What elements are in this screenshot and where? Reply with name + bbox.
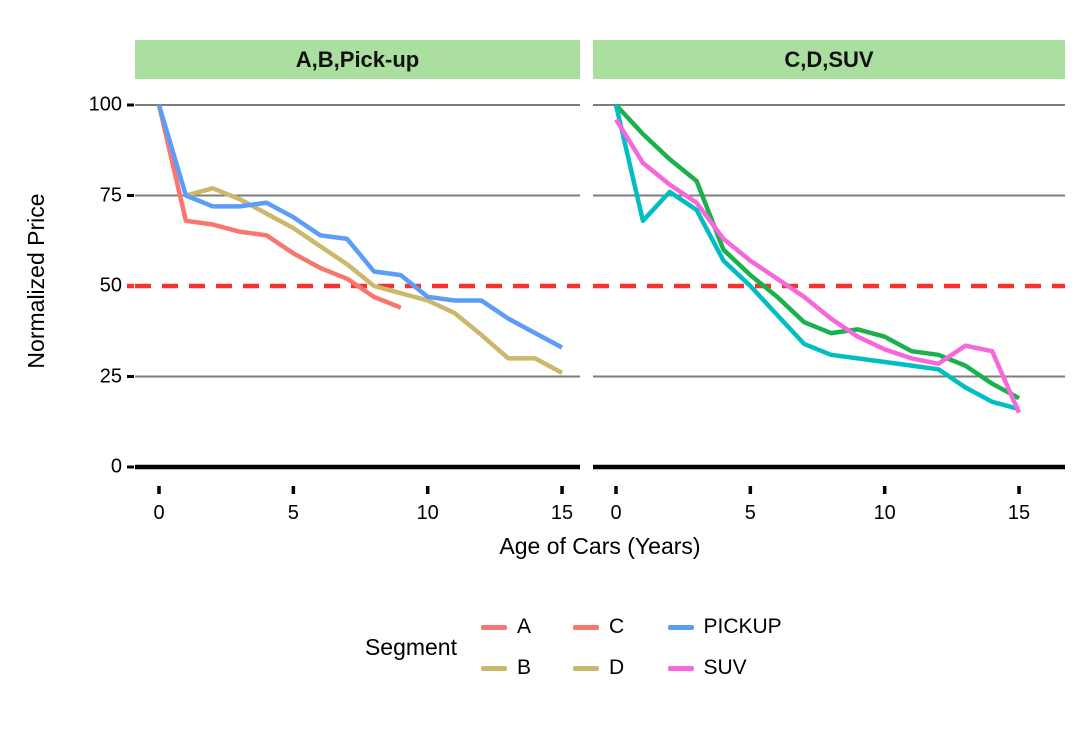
- x-tick-label: 5: [744, 502, 756, 524]
- series-line-A: [156, 104, 402, 310]
- series-line-D: [613, 104, 1020, 412]
- y-tick-label: 50: [99, 274, 122, 297]
- facet-label-right: C,D,SUV: [784, 46, 874, 72]
- legend-label-D: D: [609, 656, 625, 679]
- x-tick-label: 10: [416, 502, 439, 524]
- legend-title: Segment: [364, 634, 457, 660]
- legend-label-A: A: [517, 615, 532, 638]
- legend-swatch-B: [481, 665, 507, 671]
- y-tick-label: 25: [99, 365, 122, 387]
- x-axis-title: Age of Cars (Years): [499, 533, 701, 559]
- x-tick-label: 0: [610, 502, 622, 524]
- facet-strip-left: A,B,Pick-up: [135, 40, 580, 79]
- legend-swatch-D: [573, 665, 599, 671]
- legend-label-SUV: SUV: [703, 656, 747, 679]
- x-tick-label: 0: [153, 502, 165, 524]
- series-line-C: [614, 103, 1021, 401]
- legend-label-PICKUP: PICKUP: [703, 615, 782, 638]
- legend-swatch-A: [481, 624, 507, 630]
- series-line-B: [185, 186, 564, 375]
- y-axis-title: Normalized Price: [23, 193, 49, 369]
- legend-swatch-SUV: [667, 665, 694, 671]
- facet-label-left: A,B,Pick-up: [295, 46, 420, 72]
- y-tick-label: 100: [88, 93, 122, 116]
- y-tick-label: 75: [99, 184, 122, 206]
- facet-strip-right: C,D,SUV: [593, 40, 1065, 79]
- legend-swatch-C: [573, 624, 599, 630]
- x-tick-label: 5: [287, 502, 299, 524]
- x-tick-label: 10: [873, 502, 896, 524]
- x-tick-label: 15: [1007, 502, 1031, 524]
- legend-label-C: C: [609, 615, 625, 638]
- y-tick-label: 0: [110, 455, 122, 478]
- series-line-SUV: [614, 118, 1022, 414]
- series-line-PICKUP: [156, 104, 564, 350]
- legend-swatch-PICKUP: [667, 624, 694, 630]
- x-tick-label: 15: [550, 502, 574, 524]
- legend-label-B: B: [517, 656, 532, 679]
